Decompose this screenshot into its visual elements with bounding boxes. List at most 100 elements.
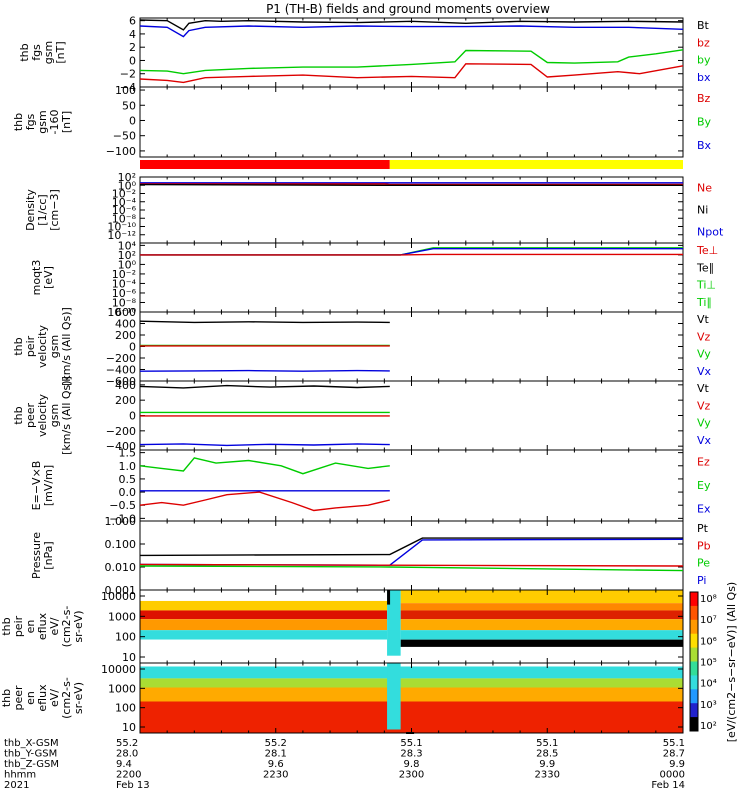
x-axis-row-label: hhmm xyxy=(4,770,36,781)
y-tick-label: 0.010 xyxy=(105,561,137,574)
y-axis-label: [nT] xyxy=(54,41,67,63)
x-axis-value: Feb 14 xyxy=(651,780,685,791)
y-axis-label: thb xyxy=(12,113,25,131)
x-axis-value: 9.4 xyxy=(116,759,132,770)
x-axis-value: 55.1 xyxy=(663,738,685,749)
y-tick-label: 10² xyxy=(118,249,136,262)
legend-entry: Te⊥ xyxy=(696,244,718,257)
y-tick-label: 10⁻¹⁰ xyxy=(107,306,136,319)
panel-mode-bar xyxy=(140,160,683,169)
x-axis-value: 9.8 xyxy=(404,759,420,770)
spectrogram-band xyxy=(140,610,388,620)
y-tick-label: 0.100 xyxy=(105,538,137,551)
legend-entry: bx xyxy=(697,71,711,84)
legend-entry: Vx xyxy=(697,365,712,378)
y-tick-label: −100 xyxy=(106,145,136,158)
y-tick-label: 0 xyxy=(129,410,136,423)
colorbar-frame xyxy=(689,591,699,732)
series-line-Ez xyxy=(139,491,390,512)
y-tick-label: 10⁻² xyxy=(112,268,136,281)
spectrogram-gap xyxy=(387,663,401,730)
y-tick-label: 10⁻¹⁰ xyxy=(107,221,136,234)
y-tick-label: 50 xyxy=(122,99,136,112)
y-tick-label: 1.000 xyxy=(105,515,137,528)
colorbar-swatch xyxy=(690,592,698,607)
colorbar-swatch xyxy=(690,675,698,690)
y-tick-label: 0 xyxy=(129,114,136,127)
y-tick-label: 1000 xyxy=(108,682,136,695)
y-tick-label: 100 xyxy=(115,631,136,644)
series-line-Ey xyxy=(139,457,390,475)
y-axis-label: peir xyxy=(12,615,25,637)
series-line-Pb xyxy=(139,563,684,567)
y-tick-label: 100 xyxy=(115,702,136,715)
y-tick-label: −600 xyxy=(106,375,136,388)
spectrogram-band xyxy=(140,687,683,702)
y-tick-label: 200 xyxy=(115,329,136,342)
y-axis-label: fgs xyxy=(24,113,37,130)
y-tick-label: 400 xyxy=(115,379,136,392)
y-axis-label: (cm2-s- xyxy=(60,677,73,719)
y-tick-label: 10⁻² xyxy=(112,188,136,201)
panel-density: 10²10⁰10⁻²10⁻⁴10⁻⁶10⁻⁸10⁻¹⁰10⁻¹²Density[… xyxy=(24,171,724,244)
colorbar-tick-label: 10⁵ xyxy=(700,658,717,669)
y-axis-label: [nPa] xyxy=(42,541,55,569)
x-axis-value: 55.2 xyxy=(116,738,138,749)
spectrogram-band xyxy=(400,610,683,620)
spectrogram-band xyxy=(140,678,683,688)
y-axis-label: peir xyxy=(24,335,37,357)
mode-segment xyxy=(140,160,390,169)
series-line-Bt xyxy=(139,19,684,31)
y-tick-label: −400 xyxy=(106,364,136,377)
y-tick-label: 10² xyxy=(118,171,136,184)
spectrogram-band xyxy=(140,630,388,640)
y-axis-label: eV/ xyxy=(48,689,61,707)
y-tick-label: −2 xyxy=(120,68,136,81)
x-axis-value: 28.7 xyxy=(663,749,685,760)
spectrogram-band xyxy=(400,590,683,604)
y-tick-label: 0.0 xyxy=(119,486,137,499)
y-axis-label: thb xyxy=(0,689,13,707)
series-line-by xyxy=(139,49,684,75)
y-axis-label: -160 xyxy=(48,110,61,135)
y-tick-label: 1000 xyxy=(108,610,136,623)
series-line-Vt xyxy=(139,384,390,389)
legend-entry: Vt xyxy=(697,382,710,395)
spectrogram-colorbar: 10⁸ 10⁷ 10⁶ 10⁵ 10⁴ 10³ 10² [eV/(cm2−s−sr−eV)] … xyxy=(689,582,738,742)
legend-entry: Ti∥ xyxy=(696,296,712,309)
x-axis-value: 55.1 xyxy=(536,738,558,749)
y-tick-label: 400 xyxy=(115,318,136,331)
y-tick-label: 0 xyxy=(129,54,136,67)
panel-efield: 1.51.00.50.0−0.5−1.0 E=−V×B [mV/m] Ez Ey Ex xyxy=(30,447,711,526)
y-tick-label: −0.5 xyxy=(109,499,136,512)
spectrogram-band xyxy=(400,603,683,611)
colorbar-swatch xyxy=(690,647,698,662)
legend-entry: Ne xyxy=(697,181,712,194)
y-axis-label: velocity xyxy=(36,394,49,437)
panel-pressure: 1.000 0.100 0.010 0.001 Pressure [nPa] Pt Pb Pe P… xyxy=(30,515,711,597)
x-axis-value: 28.1 xyxy=(265,749,287,760)
y-axis-label: [eV] xyxy=(42,266,55,289)
legend-entry: Vz xyxy=(697,330,711,343)
time-marker xyxy=(406,732,415,734)
y-tick-label: 10⁻⁶ xyxy=(112,204,137,217)
x-axis-value: 55.2 xyxy=(265,738,287,749)
x-axis-value: 28.5 xyxy=(536,749,558,760)
x-axis-value: Feb 13 xyxy=(116,780,150,791)
x-axis-value: 28.3 xyxy=(400,749,422,760)
colorbar-swatch xyxy=(690,605,698,621)
colorbar-swatch xyxy=(690,619,698,635)
spectrogram-band xyxy=(400,630,683,640)
y-axis-label: [cm−3] xyxy=(48,189,61,231)
spectrogram-band xyxy=(140,639,388,663)
y-axis-label: fgs xyxy=(30,44,43,61)
y-tick-label: 0.5 xyxy=(119,473,137,486)
y-tick-label: 10⁻⁴ xyxy=(112,277,137,290)
legend-entry: Bz xyxy=(697,92,711,105)
legend-entry: bz xyxy=(697,36,710,49)
panel-peer-velocity: 400 200 0 −200 −400 thb peer velocity gsm [km/s (… xyxy=(12,376,712,455)
y-axis-label: thb xyxy=(12,337,25,355)
y-tick-label: −4 xyxy=(120,81,136,94)
y-tick-label: −50 xyxy=(113,130,136,143)
legend-entry: Vy xyxy=(697,417,711,430)
